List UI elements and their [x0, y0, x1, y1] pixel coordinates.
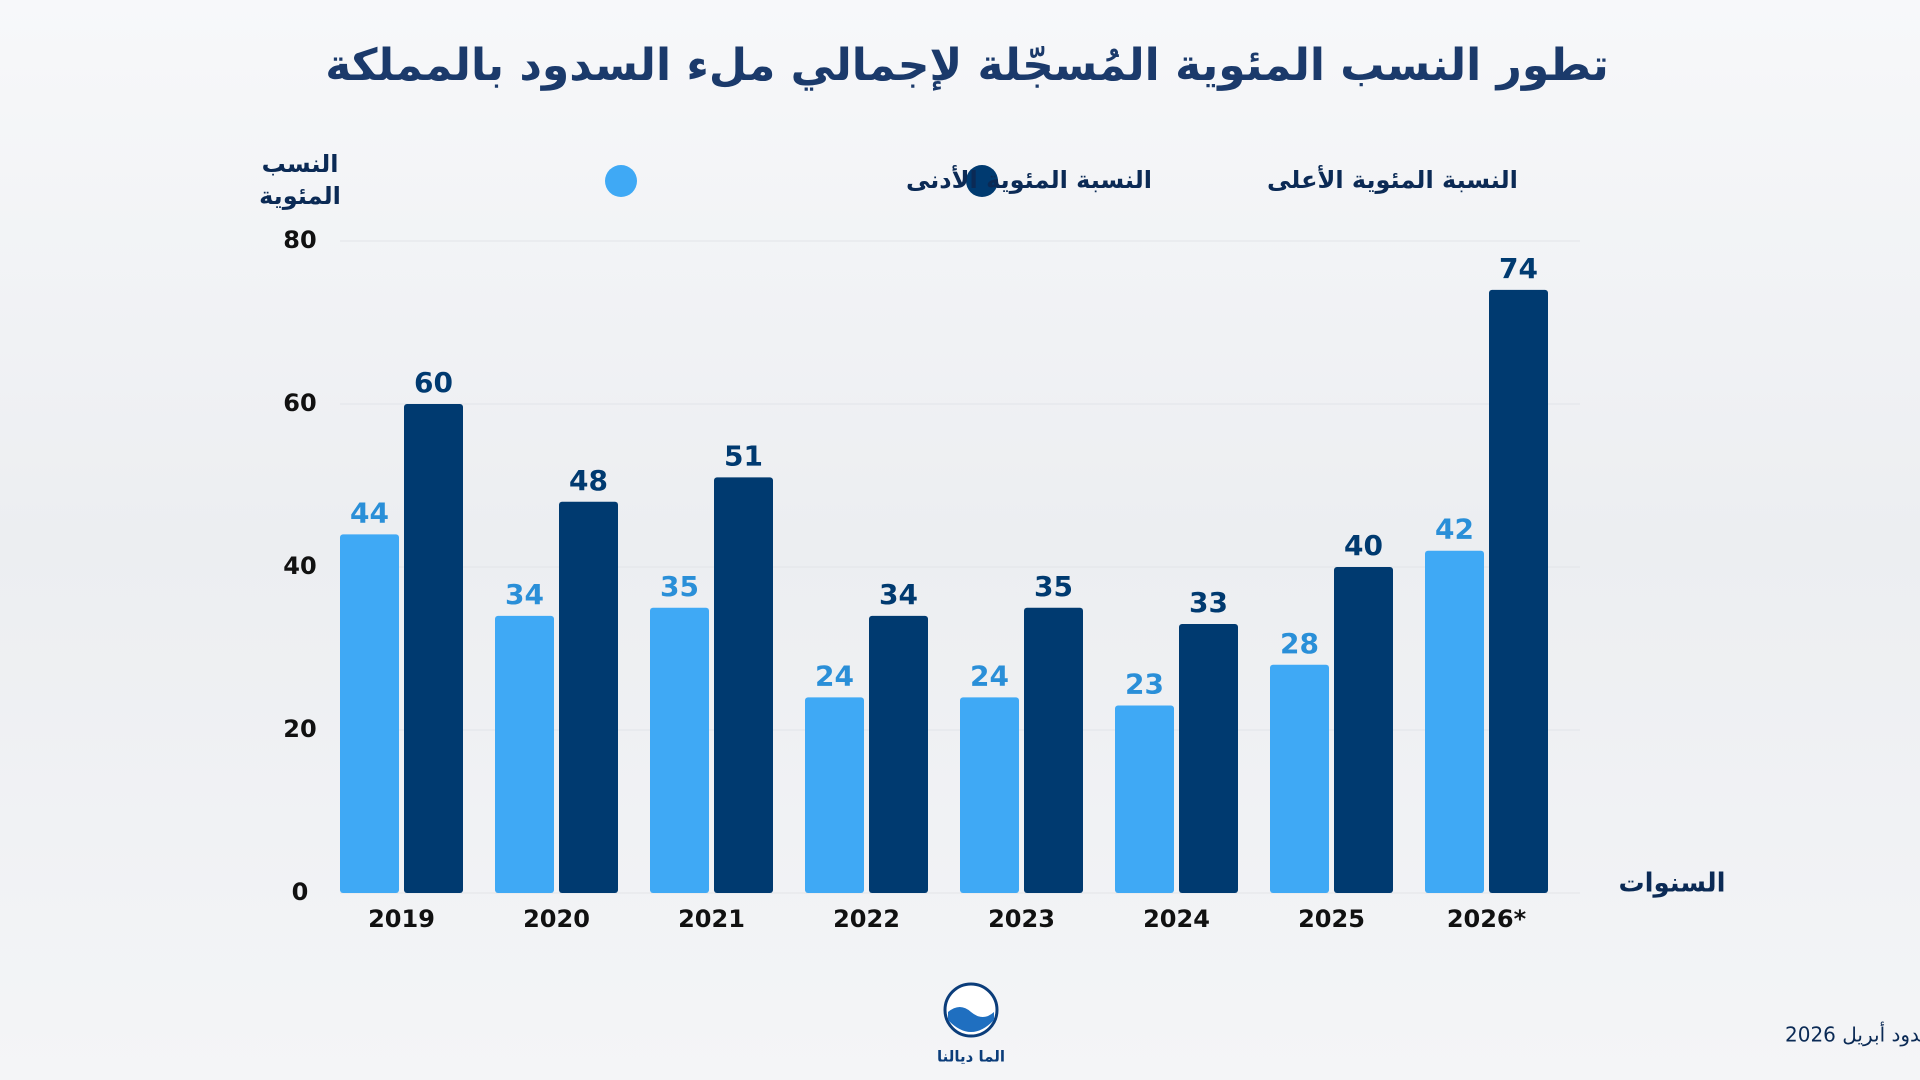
y-axis-label: النسب المئوية — [259, 150, 341, 210]
legend-label: النسبة المئوية الأعلى — [1267, 165, 1518, 194]
x-tick-label: 2020 — [523, 905, 590, 933]
y-tick-label: 80 — [283, 226, 316, 254]
data-label: 34 — [505, 578, 544, 611]
bar — [1425, 550, 1484, 893]
y-tick-label: 20 — [283, 715, 316, 743]
data-label: 24 — [970, 659, 1009, 692]
x-tick-label: 2023 — [988, 905, 1055, 933]
data-label: 51 — [724, 439, 763, 472]
footnote: *إلى حدود أبريل 2026 — [1785, 1022, 1920, 1048]
bar — [714, 477, 773, 893]
legend-swatch — [605, 165, 637, 197]
data-label: 35 — [1034, 570, 1073, 603]
y-tick-label: 0 — [292, 878, 309, 906]
data-label: 34 — [879, 578, 918, 611]
data-label: 74 — [1499, 252, 1538, 285]
bar — [340, 534, 399, 893]
bar — [1179, 624, 1238, 893]
bar — [869, 615, 928, 893]
logo: الما ديالنا — [937, 982, 1005, 1066]
bar — [1270, 664, 1329, 893]
bar — [1334, 567, 1393, 893]
logo-text: الما ديالنا — [937, 1048, 1005, 1066]
bar — [404, 404, 463, 893]
x-tick-label: 2022 — [833, 905, 900, 933]
legend-swatch — [966, 165, 998, 197]
x-tick-label: 2024 — [1143, 905, 1210, 933]
bar — [1024, 607, 1083, 893]
data-label: 28 — [1280, 627, 1319, 660]
y-tick-label: 40 — [283, 552, 316, 580]
data-label: 33 — [1189, 586, 1228, 619]
x-tick-label: 2021 — [678, 905, 745, 933]
data-label: 48 — [569, 464, 608, 497]
data-label: 60 — [414, 366, 453, 399]
chart-title: تطور النسب المئوية المُسجّلة لإجمالي ملء… — [325, 40, 1609, 91]
x-axis-label: السنوات — [1618, 869, 1725, 899]
bar — [805, 697, 864, 893]
data-label: 35 — [660, 570, 699, 603]
bar — [650, 607, 709, 893]
bar — [559, 501, 618, 893]
y-tick-label: 60 — [283, 389, 316, 417]
bar — [495, 615, 554, 893]
bar — [1489, 289, 1548, 893]
bar — [960, 697, 1019, 893]
logo-wave — [948, 1007, 994, 1032]
x-tick-label: 2026* — [1447, 905, 1527, 933]
data-label: 23 — [1125, 668, 1164, 701]
x-tick-label: 2025 — [1298, 905, 1365, 933]
legend-label: النسبة المئوية الأدنى — [906, 165, 1152, 194]
bar — [1115, 705, 1174, 893]
x-tick-label: 2019 — [368, 905, 435, 933]
data-label: 42 — [1435, 513, 1474, 546]
data-label: 44 — [350, 496, 389, 529]
data-label: 24 — [815, 659, 854, 692]
data-label: 40 — [1344, 529, 1383, 562]
